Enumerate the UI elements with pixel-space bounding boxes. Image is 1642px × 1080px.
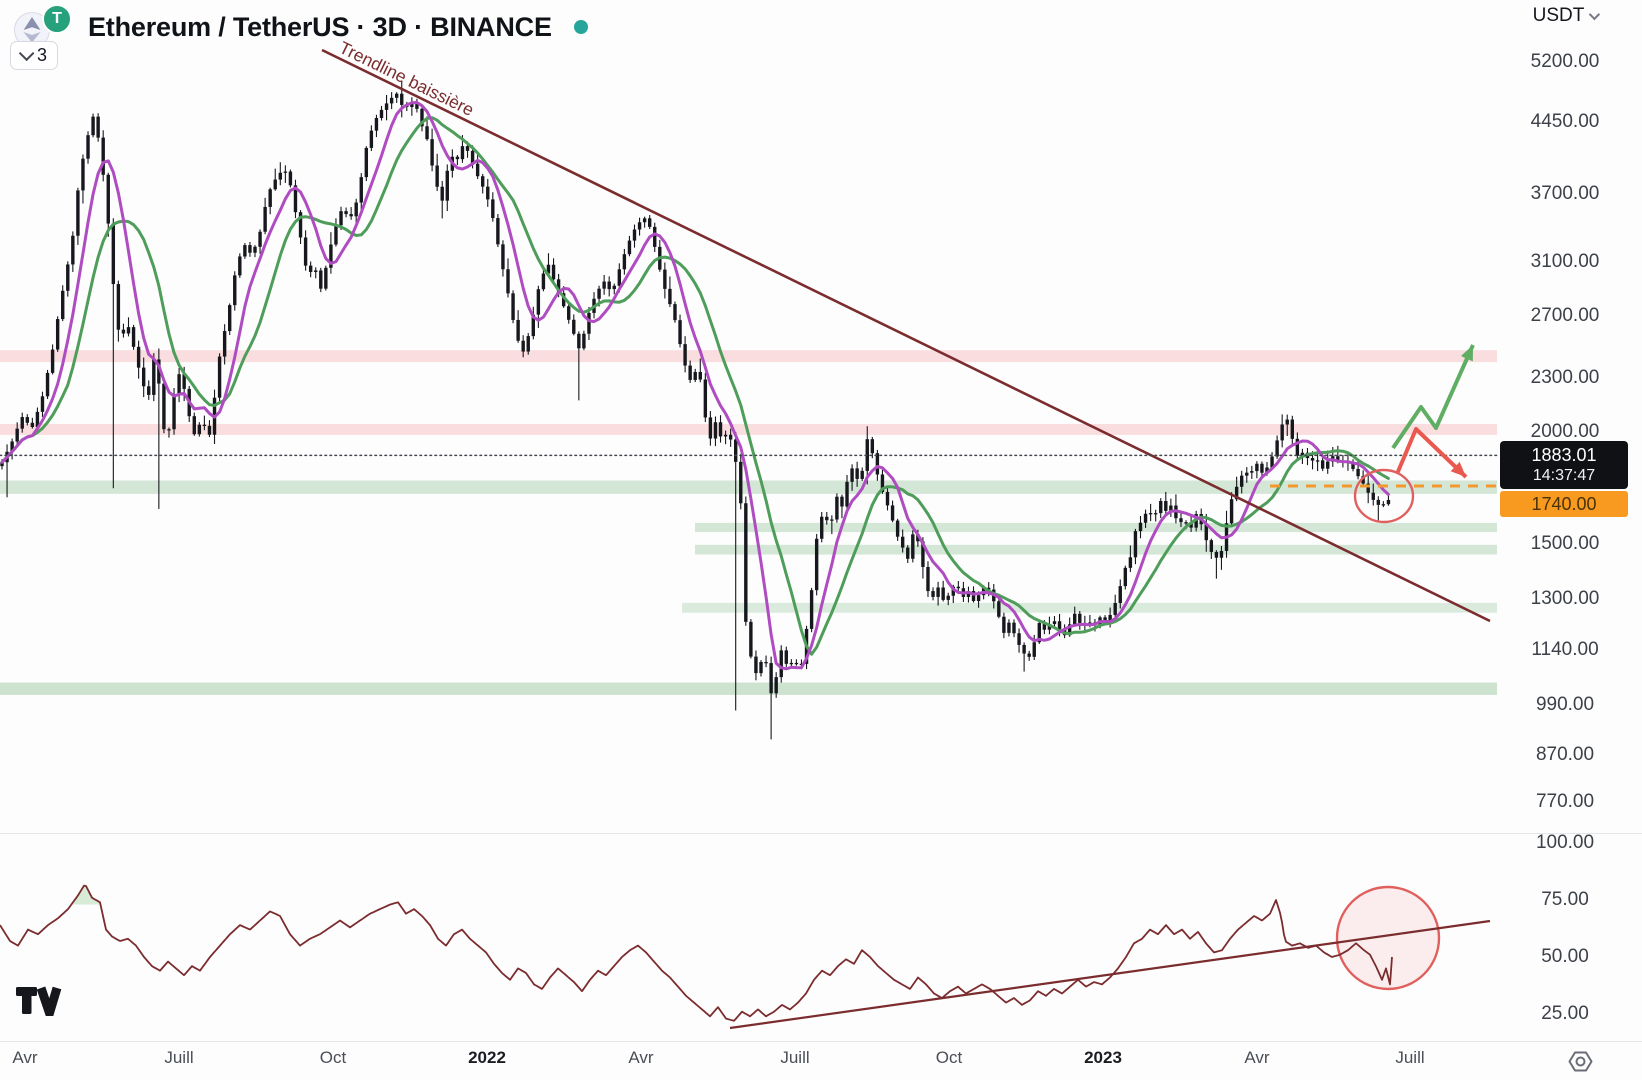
bearish-projection-arrow[interactable]	[1395, 427, 1468, 479]
time-tick-label: Juill	[1395, 1048, 1425, 1067]
bar-countdown: 14:37:47	[1532, 467, 1596, 484]
ma-fast-line[interactable]	[0, 101, 1390, 671]
current-price-badge: 1883.01 14:37:47	[1500, 441, 1628, 489]
symbol-title[interactable]: Ethereum / TetherUS · 3D · BINANCE	[88, 11, 552, 42]
price-tick-label: 1500.00	[1530, 532, 1600, 554]
time-tick-label: Oct	[319, 1048, 347, 1067]
chevron-down-icon	[1589, 8, 1601, 21]
bullish-projection-arrow[interactable]	[1391, 344, 1475, 450]
pane-separator[interactable]	[0, 833, 1642, 834]
time-tick-label: Avr	[1244, 1048, 1270, 1067]
currency-label: USDT	[1532, 5, 1585, 26]
price-tick-label: 2000.00	[1530, 421, 1600, 442]
ma-slow-line[interactable]	[0, 116, 1390, 656]
sr-zone[interactable]	[0, 682, 1497, 695]
price-tick-label: 770.00	[1535, 791, 1595, 813]
time-tick-label: Juill	[164, 1048, 194, 1067]
time-tick-label: Oct	[935, 1048, 963, 1067]
rsi-tick-label: 100.00	[1535, 832, 1595, 853]
bullish-projection-arrow-head	[1460, 345, 1473, 362]
price-tick-label: 990.00	[1535, 693, 1595, 715]
candles[interactable]	[0, 80, 1391, 740]
sr-zone[interactable]	[695, 522, 1497, 533]
time-tick-label: 2023	[1084, 1048, 1122, 1067]
indicators-count: 3	[37, 45, 48, 65]
sr-zone[interactable]	[695, 544, 1497, 555]
price-tick-label: 3100.00	[1530, 251, 1600, 273]
key-level-value: 1740.00	[1531, 493, 1597, 514]
market-status-dot[interactable]	[573, 20, 588, 34]
price-tick-label: 870.00	[1535, 743, 1595, 765]
bearish-projection-arrow-head	[1450, 461, 1466, 477]
rsi-tick-label: 75.00	[1541, 889, 1589, 910]
time-axis-separator	[0, 1041, 1642, 1042]
rsi-tick-label: 50.00	[1541, 946, 1589, 967]
time-tick-label: Avr	[12, 1048, 38, 1067]
key-level-badge: 1740.00	[1500, 491, 1628, 517]
price-highlight-circle[interactable]	[1353, 468, 1415, 524]
current-price-value: 1883.01	[1531, 445, 1597, 465]
indicators-collapse-button[interactable]: 3	[10, 41, 59, 70]
time-tick-label: Juill	[780, 1048, 810, 1067]
rsi-tick-label: 25.00	[1541, 1003, 1589, 1024]
rsi-overbought-fill	[72, 885, 101, 905]
price-tick-label: 2300.00	[1530, 366, 1600, 388]
rsi-line[interactable]	[0, 884, 1393, 1022]
symbol-pair-icon: T	[12, 4, 74, 50]
symbol-header: T Ethereum / TetherUS · 3D · BINANCE	[12, 4, 588, 50]
tether-icon: T	[42, 4, 72, 34]
sr-zone[interactable]	[682, 602, 1497, 613]
trendline-baissiere[interactable]	[321, 48, 1491, 623]
price-tick-label: 4450.00	[1530, 110, 1600, 132]
rsi-trendline[interactable]	[729, 919, 1491, 1030]
price-tick-label: 3700.00	[1530, 182, 1600, 204]
tradingview-logo[interactable]	[16, 986, 62, 1028]
time-tick-label: Avr	[628, 1048, 654, 1067]
price-tick-label: 1300.00	[1530, 587, 1600, 609]
price-tick-label: 2700.00	[1530, 304, 1600, 326]
price-tick-label: 5200.00	[1530, 50, 1600, 72]
time-tick-label: 2022	[468, 1048, 506, 1067]
gear-icon[interactable]	[1567, 1048, 1594, 1080]
price-tick-label: 1140.00	[1531, 638, 1599, 660]
sr-zone[interactable]	[0, 350, 1497, 363]
rsi-highlight-circle[interactable]	[1335, 885, 1441, 991]
chevron-down-icon	[18, 45, 35, 62]
price-scale-currency-menu[interactable]: USDT	[1500, 5, 1630, 27]
